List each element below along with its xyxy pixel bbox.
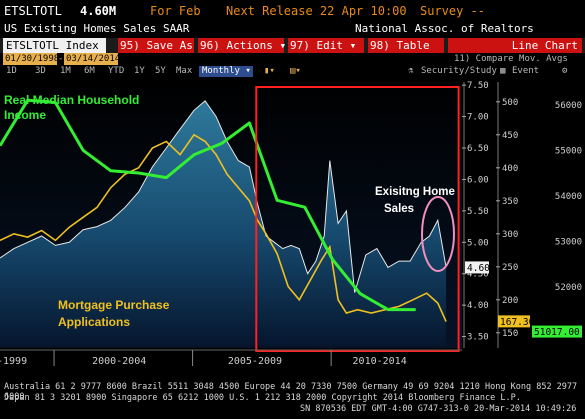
mortgage-tick-label: 300	[502, 230, 518, 240]
mortgage-tick-label: 200	[502, 296, 518, 306]
income-tick-label: 53000	[555, 237, 582, 247]
sales-tick-label: 3.50	[467, 333, 489, 343]
chart-type-icon[interactable]: ▮▾	[264, 66, 275, 76]
studies-icon[interactable]: ⚗	[408, 66, 414, 76]
header-row-2: US Existing Homes Sales SAAR National As…	[0, 21, 585, 38]
next-release-label: Next Release 22 Apr 10:00	[226, 4, 407, 18]
period-ytd[interactable]: YTD	[108, 66, 125, 76]
x-tick-label: 2010-2014	[353, 356, 407, 367]
table-button[interactable]: 98) Table	[368, 38, 444, 53]
footer-line-1: Australia 61 2 9777 8600 Brazil 5511 304…	[4, 382, 578, 402]
mortgage-tick-label: 250	[502, 263, 518, 273]
sales-tick-label: 4.50	[467, 270, 489, 280]
footer-line-3: SN 870536 EDT GMT-4:00 G747-313-0 20-Mar…	[300, 404, 577, 414]
x-tick-label: 1998-1999	[0, 356, 27, 367]
highlight-box	[255, 86, 460, 352]
existing-annotation-line-2: Sales	[384, 203, 414, 215]
event-button[interactable]: Event	[512, 66, 540, 76]
sales-tick-label: 5.00	[467, 238, 489, 248]
sales-tick-label: 6.50	[467, 144, 489, 154]
income-tick-label: 56000	[555, 101, 582, 111]
current-value: 4.60M	[80, 4, 117, 18]
sales-last-value: 4.60	[465, 261, 490, 274]
existing-home-sales-area	[0, 100, 447, 347]
series-description: US Existing Homes Sales SAAR	[4, 22, 190, 35]
mortgage-annotation-line-1: Mortgage Purchase	[58, 298, 170, 312]
income-last-value: 51017.00	[532, 325, 582, 338]
period-label: For Feb	[150, 4, 201, 18]
mortgage-tick-label: 450	[502, 131, 518, 141]
save-as-button[interactable]: 95) Save As	[118, 38, 194, 53]
toolbar: ETSLTOTL Index 95) Save As 96) Actions ▾…	[0, 38, 585, 53]
x-tick-label: 2005-2009	[228, 356, 282, 367]
mortgage-tick-label: 500	[502, 98, 518, 108]
chart-style-icon[interactable]: ▤▾	[290, 66, 301, 76]
median-income-line	[0, 98, 416, 312]
start-date-field[interactable]: 01/30/1998	[3, 53, 60, 65]
source-label: National Assoc. of Realtors	[355, 22, 534, 35]
date-range-bar: 01/30/1998 - 03/14/2014 11) Compare Mov.…	[0, 53, 585, 65]
period-6m[interactable]: 6M	[84, 66, 95, 76]
period-1d[interactable]: 1D	[6, 66, 17, 76]
chart-area[interactable]: 3.50 4.00 4.50 5.00 5.50 6.00 6.50 7.00 7.50 150 2…	[0, 78, 585, 378]
mortgage-tick-label: 350	[502, 197, 518, 207]
mortgage-tick-label: 150	[502, 329, 518, 339]
period-1m[interactable]: 1M	[60, 66, 71, 76]
actions-menu-button[interactable]: 96) Actions ▾	[198, 38, 287, 53]
header-row-1: ETSLTOTL 4.60M For Feb Next Release 22 A…	[0, 1, 585, 22]
settings-icon[interactable]: ⚙	[562, 66, 568, 76]
index-field[interactable]: ETSLTOTL Index	[3, 38, 106, 53]
recent-sales-ellipse	[421, 196, 455, 272]
mortgage-tick-label: 400	[502, 164, 518, 174]
mortgage-last-value: 167.30	[498, 315, 535, 328]
existing-home-sales-line	[0, 100, 447, 293]
svg-text:4.60: 4.60	[467, 263, 490, 274]
survey-label: Survey --	[420, 4, 486, 18]
end-date-field[interactable]: 03/14/2014	[64, 53, 121, 65]
period-3d[interactable]: 3D	[35, 66, 46, 76]
sales-tick-label: 7.00	[467, 113, 489, 123]
footer-line-2: Japan 81 3 3201 8900 Singapore 65 6212 1…	[4, 393, 521, 403]
line-chart-label[interactable]: Line Chart	[448, 38, 582, 53]
sales-tick-label: 6.00	[467, 175, 489, 185]
mortgage-annotation-line-2: Applications	[58, 315, 130, 329]
security-study-button[interactable]: Security/Study	[421, 66, 497, 76]
period-5y[interactable]: 5Y	[155, 66, 166, 76]
x-tick-label: 2000-2004	[92, 356, 146, 367]
period-max[interactable]: Max	[176, 66, 193, 76]
period-1y[interactable]: 1Y	[134, 66, 145, 76]
footer: Australia 61 2 9777 8600 Brazil 5511 304…	[0, 378, 585, 419]
event-icon[interactable]: ▦	[500, 66, 506, 76]
income-tick-label: 52000	[555, 283, 582, 293]
edit-menu-button[interactable]: 97) Edit ▾	[288, 38, 364, 53]
income-tick-label: 55000	[555, 146, 582, 156]
chart-svg: 3.50 4.00 4.50 5.00 5.50 6.00 6.50 7.00 7.50 150 2…	[0, 78, 582, 367]
ticker-label[interactable]: ETSLTOTL	[4, 4, 62, 18]
compare-mov-avgs[interactable]: 11) Compare Mov. Avgs	[454, 54, 568, 64]
existing-annotation-line-1: Exisitng Home	[375, 186, 455, 198]
period-bar: 1D 3D 1M 6M YTD 1Y 5Y Max Monthly ▾ ▮▾ ▤…	[0, 65, 585, 78]
svg-text:51017.00: 51017.00	[534, 327, 580, 338]
income-tick-label: 54000	[555, 192, 582, 202]
income-annotation-line-1: Real Median Household	[4, 93, 139, 107]
date-separator: -	[58, 54, 64, 64]
svg-text:167.30: 167.30	[500, 317, 535, 328]
income-annotation-line-2: Income	[4, 108, 46, 122]
sales-tick-label: 5.50	[467, 207, 489, 217]
frequency-select[interactable]: Monthly ▾	[199, 66, 253, 77]
mortgage-applications-line	[0, 133, 447, 322]
sales-tick-label: 4.00	[467, 301, 489, 311]
sales-tick-label: 7.50	[467, 81, 489, 91]
